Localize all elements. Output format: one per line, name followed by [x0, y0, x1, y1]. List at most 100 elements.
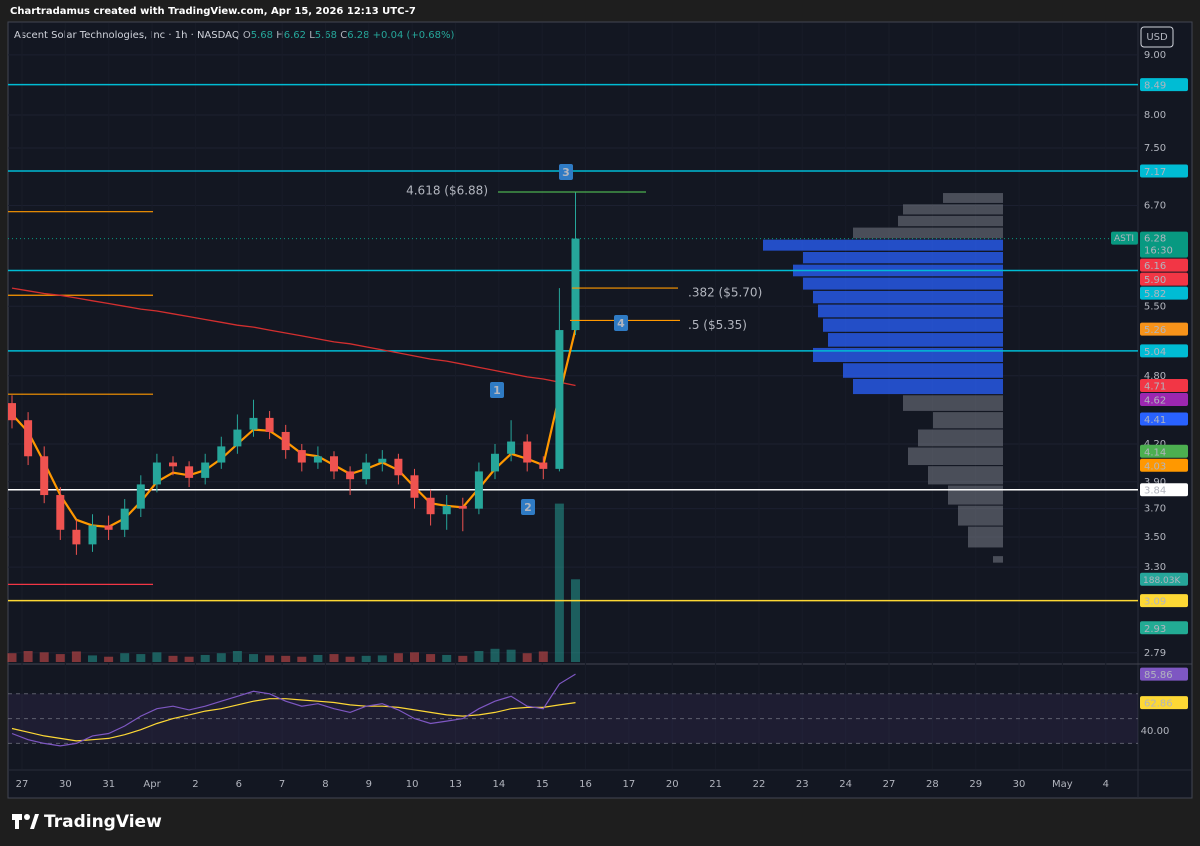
price-tag — [1140, 667, 1188, 681]
ohlc-value: 5.68 — [251, 30, 273, 41]
x-tick-label: 13 — [449, 779, 462, 790]
x-tick-label: 21 — [709, 779, 722, 790]
price-tag — [1140, 444, 1188, 458]
volume-bar — [136, 654, 146, 662]
candle-body — [169, 462, 177, 467]
volume-bar — [490, 648, 500, 662]
price-tag — [1140, 344, 1188, 358]
x-tick-label: 23 — [796, 779, 809, 790]
candle-body — [555, 330, 564, 469]
rsi-band — [8, 693, 1138, 744]
volume-bar — [281, 655, 291, 662]
ohlc-label: O — [243, 30, 251, 41]
change: +0.04 (+0.68%) — [373, 30, 455, 41]
volume-profile-row — [763, 239, 1003, 251]
volume-bar — [554, 503, 564, 662]
volume-profile-row — [928, 466, 1003, 485]
volume-bar — [249, 654, 258, 662]
marker-box — [559, 164, 573, 180]
marker-label: 2 — [524, 501, 532, 514]
volume-bar — [265, 655, 275, 662]
volume-bar — [329, 654, 339, 662]
fib-label: .5 ($5.35) — [688, 318, 747, 332]
volume-bar — [232, 651, 242, 662]
candle-body — [458, 505, 467, 509]
candle-body — [410, 475, 419, 498]
volume-profile-row — [948, 485, 1003, 505]
volume-profile-row — [818, 304, 1003, 318]
price-tag — [1140, 231, 1188, 258]
y-tick-label: 9.00 — [1144, 50, 1166, 61]
volume-profile-row — [823, 318, 1003, 332]
price-tag — [1140, 378, 1188, 392]
volume-profile-row — [853, 379, 1003, 395]
volume-profile-row — [958, 505, 1003, 526]
x-tick-label: 29 — [969, 779, 982, 790]
symbol-label: ASTI — [1114, 234, 1134, 244]
ohlc-value: 6.28 — [347, 30, 369, 41]
candle-body — [8, 403, 16, 421]
y-tick-label: 3.50 — [1144, 532, 1166, 543]
candle-body — [394, 458, 403, 476]
moving-average — [11, 287, 576, 387]
candle-body — [88, 525, 97, 545]
tv-logo — [12, 814, 39, 829]
volume-bar — [7, 653, 17, 662]
price-tag — [1140, 322, 1188, 336]
volume-bar — [71, 651, 81, 662]
candle-body — [539, 462, 548, 469]
volume-bar — [458, 655, 468, 662]
y-tick-label: 7.50 — [1144, 143, 1166, 154]
y-tick-label: 2.79 — [1144, 648, 1166, 659]
candle-body — [442, 505, 451, 515]
volume-profile-row — [813, 347, 1003, 362]
x-tick-label: 27 — [883, 779, 896, 790]
price-tag-label: 3.84 — [1144, 486, 1166, 497]
x-tick-label: 31 — [102, 779, 115, 790]
chart-pane — [7, 21, 1193, 799]
symbol-tag — [1111, 231, 1138, 245]
price-tag-label: 5.26 — [1144, 325, 1166, 336]
y-tick-label: 5.50 — [1144, 301, 1166, 312]
candle-body — [330, 456, 338, 472]
volume-bar — [200, 654, 210, 662]
candle-body — [523, 441, 532, 463]
volume-bar — [88, 655, 97, 662]
x-tick-label: 2 — [192, 779, 198, 790]
x-tick-label: 9 — [366, 779, 372, 790]
candle-body — [491, 453, 499, 472]
volume-bar — [361, 655, 371, 662]
x-tick-label: 6 — [236, 779, 242, 790]
price-tag — [1140, 258, 1188, 272]
volume-profile-row — [853, 227, 1003, 239]
y-tick-label: 3.90 — [1144, 477, 1166, 488]
volume-bar — [522, 653, 532, 662]
price-tag — [1140, 392, 1188, 406]
price-tag — [1140, 78, 1188, 92]
y-tick-label: 3.70 — [1144, 504, 1166, 515]
candle-body — [362, 462, 371, 480]
x-tick-label: 17 — [623, 779, 636, 790]
ohlc-label: L — [309, 30, 315, 41]
currency-button[interactable] — [1140, 26, 1174, 48]
price-tag-label: 4.14 — [1144, 447, 1166, 458]
currency[interactable]: USD — [1146, 32, 1168, 43]
candle-body — [571, 238, 580, 331]
x-tick-label: 8 — [322, 779, 328, 790]
x-tick-label: 30 — [1013, 779, 1026, 790]
rsi-signal — [11, 698, 576, 742]
symbol-title: Ascent Solar Technologies, Inc · 1h · NA… — [14, 30, 240, 41]
price-tag — [1140, 164, 1188, 178]
volume-bar — [120, 653, 130, 662]
volume-bar — [152, 652, 162, 662]
volume-bar — [410, 652, 419, 662]
marker-box — [614, 315, 628, 331]
candle-body — [72, 529, 81, 545]
x-tick-label: 10 — [406, 779, 419, 790]
x-tick-label: 24 — [839, 779, 852, 790]
marker-label: 4 — [617, 317, 625, 330]
credit: Chartradamus created with TradingView.co… — [10, 6, 416, 17]
candle-body — [217, 446, 226, 463]
candle-body — [249, 417, 258, 430]
